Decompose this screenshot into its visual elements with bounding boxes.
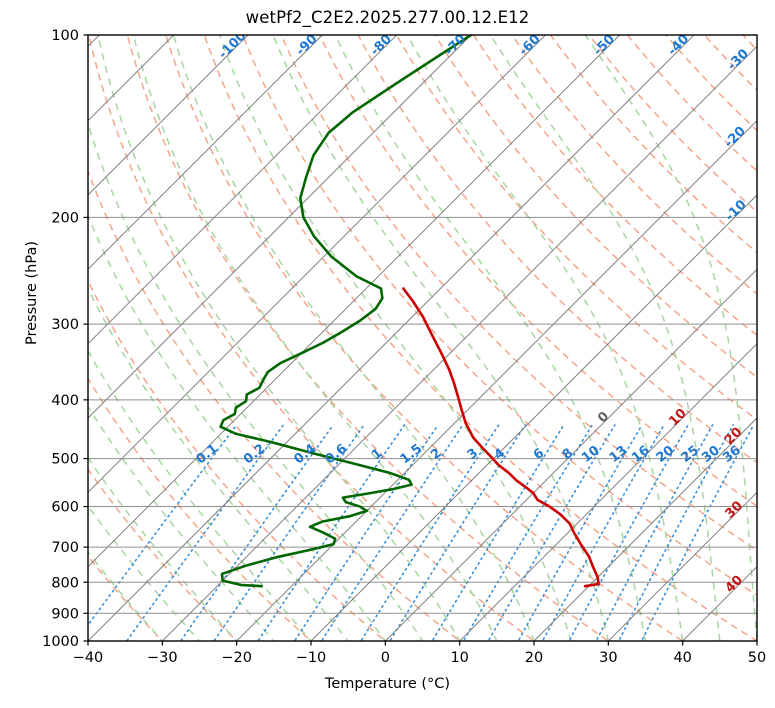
dry-adiabat-line xyxy=(164,35,685,641)
mixing-ratio-line xyxy=(517,424,643,641)
dry-adiabat-line xyxy=(88,467,238,641)
dry-adiabat-line xyxy=(241,35,757,597)
x-tick-label: −30 xyxy=(147,650,178,666)
mixing-ratio-line xyxy=(257,424,406,641)
isotherm-line xyxy=(88,35,621,568)
isotherm-line xyxy=(0,35,25,641)
moist-adiabat-line xyxy=(88,456,238,641)
isotherm-line xyxy=(88,35,398,345)
x-tick-label: −40 xyxy=(73,650,104,666)
plot-border xyxy=(87,34,758,642)
isotherm-line xyxy=(533,417,757,641)
mixing-ratio-line xyxy=(388,424,527,641)
moist-adiabat-line xyxy=(334,35,647,641)
y-tick-label: 400 xyxy=(51,393,79,409)
x-tick-labels-group: −40 −30 −20 −10 0 10 20 30 40 50 xyxy=(73,641,766,666)
moist-adiabat-line xyxy=(88,550,164,641)
dry-adiabats-group xyxy=(0,22,775,654)
mixing-ratio-line xyxy=(462,424,594,641)
moist-adiabats-group xyxy=(88,35,757,641)
dry-adiabat-line xyxy=(88,279,387,641)
mixing-ratio-line xyxy=(293,424,439,641)
moist-adiabat-line xyxy=(97,35,461,641)
y-tick-label: 500 xyxy=(51,452,79,468)
isotherm-line xyxy=(161,45,757,641)
isotherms-group xyxy=(0,35,757,641)
moist-adiabat-line xyxy=(272,35,610,641)
y-tick-label: 800 xyxy=(51,575,79,591)
dewpoint-curve xyxy=(219,35,473,588)
isotherm-line xyxy=(88,35,249,196)
isotherm-line xyxy=(88,35,100,48)
x-tick-label: 0 xyxy=(381,650,390,666)
moist-adiabat-line xyxy=(584,35,757,641)
mixing-ratio-line xyxy=(568,424,689,641)
isotherm-line xyxy=(756,640,757,641)
mixing-ratio-line xyxy=(487,424,616,641)
mixing-ratio-line xyxy=(213,424,365,641)
isobars-group xyxy=(88,35,757,641)
temperature-curve xyxy=(402,287,600,588)
dry-adiabat-line xyxy=(88,169,461,641)
isotherm-line xyxy=(384,268,757,641)
y-tick-label: 700 xyxy=(51,540,79,556)
x-tick-label: 10 xyxy=(450,650,468,666)
moist-adiabat-line xyxy=(88,405,275,641)
isotherm-line xyxy=(88,35,472,419)
mixing-ratio-line xyxy=(359,424,500,641)
x-tick-label: −20 xyxy=(221,650,252,666)
moist-adiabat-line xyxy=(88,286,350,641)
chart-title: wetPf2_C2E2.2025.277.00.12.E12 xyxy=(245,8,530,27)
y-tick-label: 600 xyxy=(51,500,79,516)
mixing-ratio-line xyxy=(595,424,714,641)
isotherm-line xyxy=(607,491,757,641)
dry-adiabat-line xyxy=(434,35,757,379)
dry-adiabat-line xyxy=(280,35,757,552)
x-tick-label: 40 xyxy=(673,650,691,666)
mixing-ratio-line xyxy=(431,424,565,641)
isotherm-line xyxy=(236,119,757,641)
moist-adiabat-line xyxy=(88,213,387,641)
y-tick-label: 900 xyxy=(51,606,79,622)
y-tick-label: 100 xyxy=(51,28,79,44)
mixing-ratio-lines-group xyxy=(88,424,755,641)
moist-adiabat-line xyxy=(489,35,721,641)
dry-adiabat-line xyxy=(768,22,775,654)
isotherm-line xyxy=(88,35,323,271)
x-tick-label: 20 xyxy=(525,650,543,666)
dry-adiabat-line xyxy=(126,35,610,641)
mixing-ratio-line xyxy=(179,424,335,641)
dry-adiabat-line xyxy=(472,35,757,337)
moist-adiabat-line xyxy=(218,35,572,641)
x-axis-label: Temperature (°C) xyxy=(324,676,451,692)
dry-adiabat-line xyxy=(318,35,757,508)
dry-adiabat-line xyxy=(88,639,90,641)
x-tick-label: 30 xyxy=(599,650,617,666)
isotherm-line xyxy=(88,35,546,494)
moist-adiabat-line xyxy=(88,504,201,641)
mixing-ratio-line xyxy=(640,424,755,641)
x-tick-label: −10 xyxy=(296,650,327,666)
isotherm-line xyxy=(459,342,757,641)
y-tick-label: 1000 xyxy=(42,634,79,650)
y-tick-label: 300 xyxy=(51,317,79,333)
mixing-ratio-line xyxy=(88,424,238,627)
moist-adiabat-line xyxy=(406,35,684,641)
y-tick-labels-group: 100 200 300 400 500 600 700 800 900 1000 xyxy=(42,28,88,650)
x-tick-label: 50 xyxy=(748,650,766,666)
moist-adiabat-line xyxy=(132,35,498,641)
y-tick-label: 200 xyxy=(51,210,79,226)
sounding-curves-group xyxy=(219,35,600,588)
plot-background xyxy=(88,35,757,641)
dry-adiabat-line xyxy=(0,22,24,654)
isotherm-line xyxy=(88,35,695,641)
dry-adiabat-line xyxy=(88,35,536,641)
dry-adiabat-line xyxy=(203,35,757,641)
mixing-ratio-line xyxy=(125,424,285,641)
mixing-ratio-line xyxy=(541,424,665,641)
isotherm-line xyxy=(310,194,757,641)
